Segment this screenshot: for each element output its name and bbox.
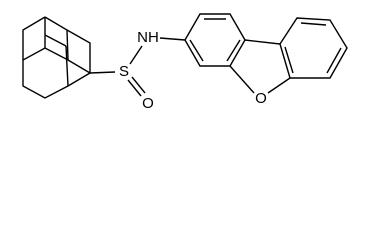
atom-labels: NH S O O [119, 29, 267, 112]
atom-label: S [119, 63, 129, 80]
structure-diagram: NH S O O [22, 13, 348, 112]
atom-label: O [142, 95, 154, 112]
atom-label: O [255, 90, 267, 107]
bonds [22, 13, 348, 99]
atom-label: NH [137, 29, 159, 46]
